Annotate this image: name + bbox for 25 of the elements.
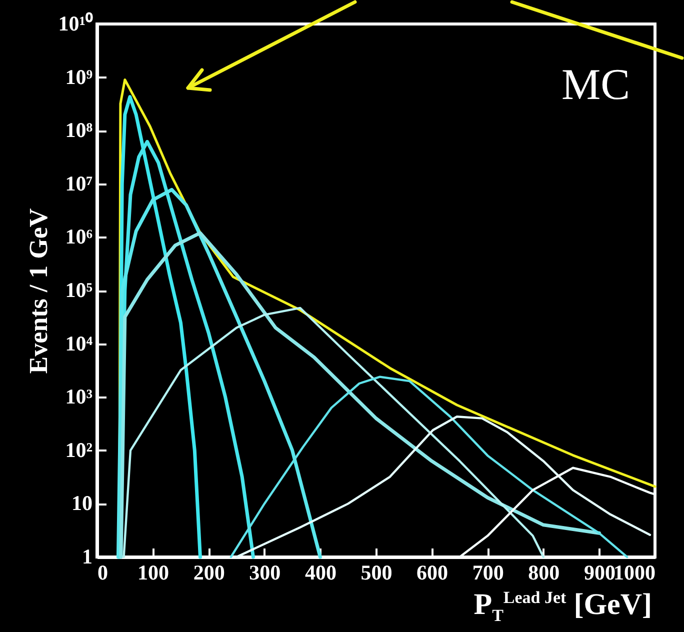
x-axis-title: P$_{T}$$^{Lead Jet}$ [GeV] <box>474 588 652 626</box>
annotation: MC <box>562 60 630 109</box>
x-tick-label: 500 <box>360 560 392 584</box>
x-tick-label: 300 <box>249 560 281 584</box>
y-tick-label: 10⁴ <box>65 331 94 356</box>
x-tick-label: 0 <box>98 560 108 584</box>
y-tick-label: 10⁵ <box>65 278 92 302</box>
y-tick-label: 10⁷ <box>65 171 92 196</box>
x-tick-label: 1000 <box>614 560 656 584</box>
y-tick-label: 10² <box>65 438 92 462</box>
x-tick-label: 100 <box>138 560 170 584</box>
x-tick-label: 800 <box>528 560 560 584</box>
x-tick-label: 600 <box>416 560 448 584</box>
x-tick-label: 700 <box>472 560 504 584</box>
x-tick-label: 400 <box>304 560 336 584</box>
y-tick-label: 10⁸ <box>65 118 92 142</box>
y-tick-label: 10⁶ <box>65 224 92 249</box>
y-axis-title: Events / 1 GeV <box>24 208 54 374</box>
y-tick-label: 10 <box>72 491 92 516</box>
x-tick-label: 200 <box>193 560 225 584</box>
y-tick-label: 10⁹ <box>65 64 92 89</box>
y-tick-label: 10¹⁰ <box>58 12 94 36</box>
x-tick-label: 900 <box>584 560 616 584</box>
y-tick-label: 10³ <box>65 384 92 409</box>
y-tick-label: 1 <box>82 544 92 568</box>
